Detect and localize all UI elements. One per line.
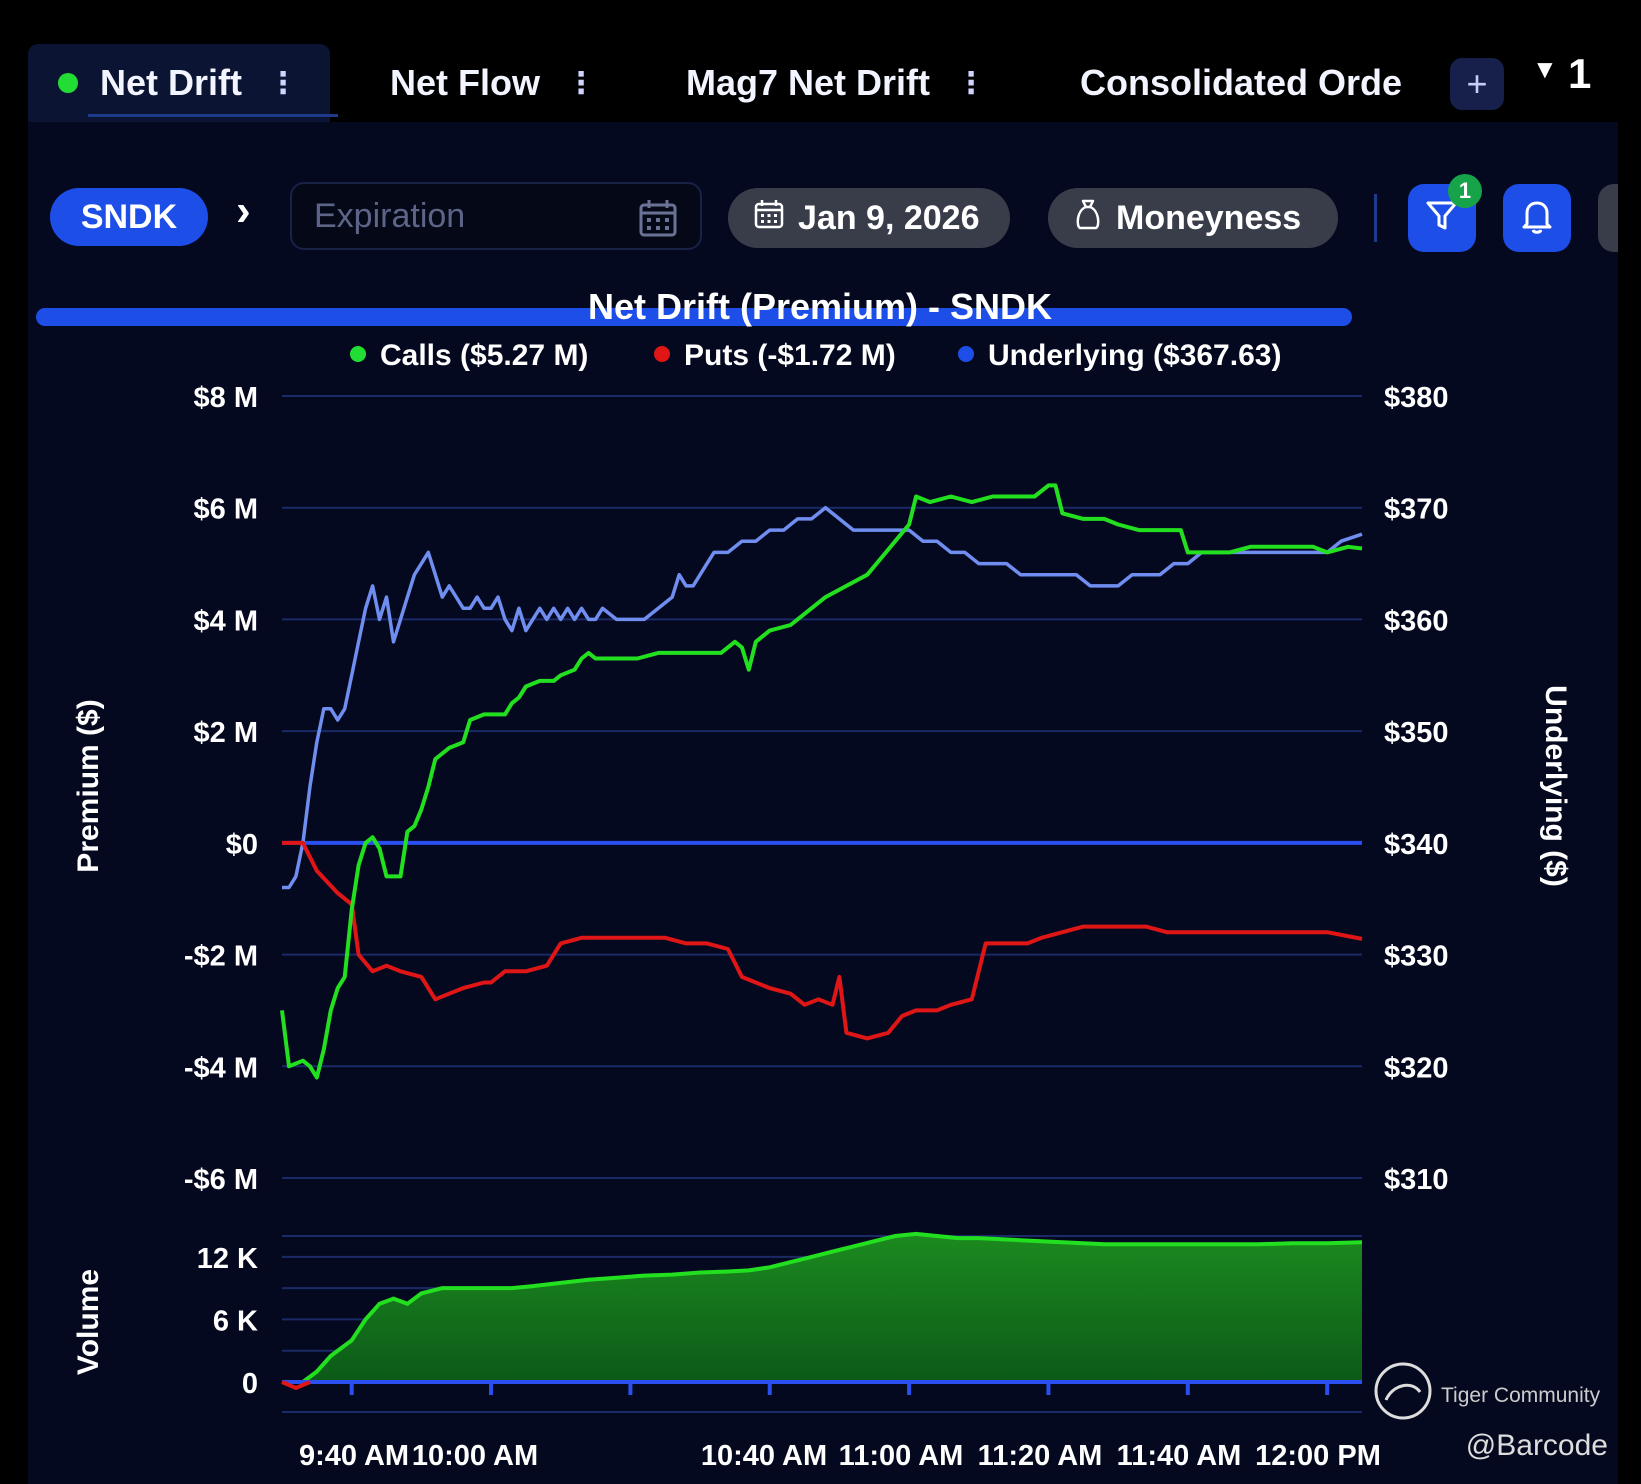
legend-item-calls[interactable]: Calls ($5.27 M) — [350, 339, 588, 372]
x-tick-label: 9:40 AM — [299, 1440, 409, 1472]
tab-label: Mag7 Net Drift — [686, 62, 931, 103]
more-button[interactable] — [1598, 184, 1618, 252]
right-axis-ticks: $380 $370 $360 $350 $340 $330 $320 $310 — [1384, 382, 1449, 1196]
x-tick-label: 11:40 AM — [1117, 1440, 1242, 1472]
app-window: Net Drift ⋮ Net Flow ⋮ Mag7 Net Drift ⋮ … — [28, 40, 1618, 1484]
plus-icon: + — [1466, 63, 1488, 104]
x-tick-label: 10:00 AM — [412, 1440, 538, 1472]
series-layer — [280, 483, 1363, 1391]
y-tick-label-right: $340 — [1384, 829, 1449, 861]
toolbar-divider — [1374, 194, 1377, 242]
puts-line — [282, 840, 1363, 1041]
y-axis-label-right: Underlying ($) — [1539, 685, 1572, 887]
y-tick-label-right: $310 — [1384, 1164, 1449, 1196]
legend: Calls ($5.27 M) Puts (-$1.72 M) Underlyi… — [350, 339, 1281, 372]
add-tab-button[interactable]: + — [1450, 58, 1504, 110]
tab-bar: Net Drift ⋮ Net Flow ⋮ Mag7 Net Drift ⋮ … — [28, 40, 1618, 122]
watermark: Tiger Community @Barcode — [1374, 1362, 1608, 1462]
moneyness-label: Moneyness — [1116, 198, 1302, 237]
tab-mag7-net-drift[interactable]: Mag7 Net Drift ⋮ — [686, 44, 986, 122]
volume-area — [282, 1233, 1362, 1382]
ticker-pill[interactable]: SNDK — [50, 188, 208, 246]
live-indicator — [58, 73, 78, 93]
y-axis-label-left: Premium ($) — [72, 699, 105, 872]
calendar-icon — [754, 199, 784, 238]
y-tick-label-left: $4 M — [194, 605, 258, 637]
volume-axis-label: Volume — [72, 1269, 105, 1375]
date-label: Jan 9, 2026 — [798, 198, 980, 237]
y-tick-label-right: $380 — [1384, 382, 1449, 414]
bell-icon — [1520, 198, 1554, 239]
legend-item-puts[interactable]: Puts (-$1.72 M) — [654, 339, 896, 372]
x-tick-label: 10:40 AM — [701, 1440, 827, 1472]
tab-consolidated-orders[interactable]: Consolidated Orde — [1080, 44, 1402, 122]
volume-puts-line — [281, 1380, 311, 1391]
x-tick-label: 11:20 AM — [978, 1440, 1103, 1472]
legend-marker — [958, 346, 974, 362]
tiger-logo-stroke — [1384, 1383, 1422, 1401]
underlying-line — [282, 505, 1363, 890]
alerts-button[interactable] — [1503, 184, 1571, 252]
moneyness-pill[interactable]: Moneyness — [1048, 188, 1338, 248]
legend-marker — [350, 346, 366, 362]
toolbar: SNDK › Expiration — [28, 122, 1618, 326]
volume-tick-label: 12 K — [197, 1243, 258, 1275]
volume-tick-label: 6 K — [213, 1305, 258, 1337]
legend-label: Calls ($5.27 M) — [380, 339, 588, 372]
calls-line — [280, 483, 1363, 1080]
chart-title: Net Drift (Premium) - SNDK — [588, 286, 1052, 327]
volume-line — [282, 1231, 1363, 1384]
money-bag-icon — [1074, 198, 1102, 239]
y-tick-label-left: -$4 M — [184, 1052, 258, 1084]
tiger-logo-icon — [1374, 1362, 1432, 1420]
x-tick-label: 11:00 AM — [839, 1440, 964, 1472]
tab-label: Consolidated Orde — [1080, 62, 1403, 103]
y-tick-label-left: -$2 M — [184, 941, 258, 973]
y-tick-label-right: $370 — [1384, 494, 1449, 526]
legend-label: Underlying ($367.63) — [988, 339, 1281, 372]
active-tab-underline — [88, 114, 338, 117]
date-pill[interactable]: Jan 9, 2026 — [728, 188, 1010, 248]
loading-progress-bar — [36, 308, 1352, 326]
tab-menu-icon[interactable]: ⋮ — [956, 66, 987, 100]
y-tick-label-left: -$6 M — [184, 1164, 258, 1196]
y-tick-label-right: $330 — [1384, 941, 1449, 973]
legend-item-underlying[interactable]: Underlying ($367.63) — [958, 339, 1281, 372]
left-axis-ticks: $8 M $6 M $4 M $2 M $0 -$2 M -$4 M -$6 M — [184, 382, 258, 1196]
expiration-placeholder: Expiration — [314, 196, 466, 235]
tab-count: 1 — [1568, 50, 1592, 97]
tab-net-drift[interactable]: Net Drift ⋮ — [28, 44, 330, 122]
x-axis-ticks: 9:40 AM 10:00 AM 10:40 AM 11:00 AM 11:20 AM 1… — [299, 1382, 1381, 1472]
watermark-handle: @Barcode — [1466, 1429, 1608, 1462]
filter-count-badge: 1 — [1448, 174, 1482, 208]
volume-axis-ticks: 12 K 6 K 0 — [197, 1243, 258, 1400]
y-tick-label-left: $6 M — [194, 494, 258, 526]
tab-label: Net Drift — [100, 62, 242, 103]
tab-net-flow[interactable]: Net Flow ⋮ — [390, 44, 596, 122]
watermark-brand: Tiger Community — [1441, 1384, 1601, 1407]
volume-tick-label: 0 — [242, 1368, 258, 1400]
legend-marker — [654, 346, 670, 362]
caret-down-icon[interactable]: ▼ — [1532, 54, 1558, 84]
y-tick-label-left: $8 M — [194, 382, 258, 414]
y-tick-label-right: $320 — [1384, 1052, 1449, 1084]
tab-menu-icon[interactable]: ⋮ — [566, 66, 596, 100]
x-tick-label: 12:00 PM — [1255, 1440, 1381, 1472]
chevron-right-icon[interactable]: › — [236, 186, 251, 235]
calendar-icon[interactable] — [638, 198, 678, 247]
y-tick-label-left: $2 M — [194, 717, 258, 749]
y-tick-label-left: $0 — [226, 829, 258, 861]
y-tick-label-right: $350 — [1384, 717, 1449, 749]
y-tick-label-right: $360 — [1384, 605, 1449, 637]
expiration-input[interactable]: Expiration — [290, 182, 702, 250]
tab-label: Net Flow — [390, 62, 540, 103]
legend-label: Puts (-$1.72 M) — [684, 339, 896, 372]
tab-menu-icon[interactable]: ⋮ — [268, 66, 298, 100]
